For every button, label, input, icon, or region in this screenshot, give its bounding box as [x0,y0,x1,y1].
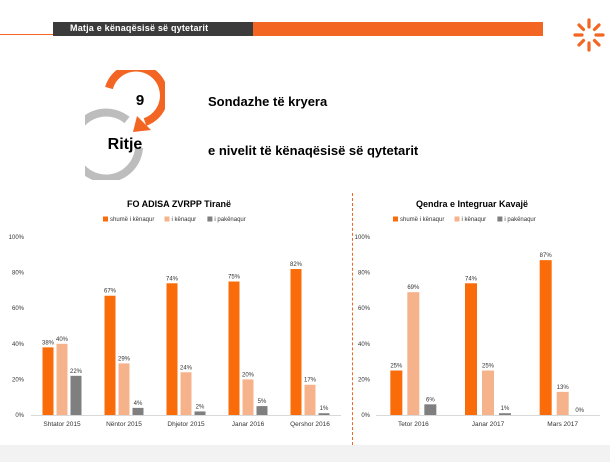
tirane-bar [304,384,316,415]
orange-radial-logo-icon [573,18,605,52]
tirane-bar [318,413,330,415]
tirane-bar [180,372,192,415]
tirane-ytick: 20% [12,377,25,383]
kavaje-ytick: 80% [358,271,371,277]
kavaje-data-label: 0% [575,408,584,414]
tirane-data-label: 17% [304,378,317,384]
tirane-data-label: 75% [228,275,241,281]
tirane-legend-swatch [207,216,213,222]
tirane-bar [70,375,82,415]
header-title: Matja e kënaqësisë së qytetarit [70,23,209,33]
kavaje-data-label: 6% [426,397,435,403]
tirane-legend-swatch [103,216,108,222]
kavaje-ytick: 0% [361,413,370,419]
tirane-legend-swatch [164,216,170,222]
kavaje-bar [407,292,420,415]
kavaje-category-label: Janar 2017 [472,421,505,428]
tirane-category-label: Shtator 2015 [43,421,81,428]
kavaje-bar [539,260,552,415]
tirane-data-label: 40% [56,337,69,343]
tirane-data-label: 38% [42,340,55,346]
kavaje-bar [390,370,403,415]
kavaje-legend-swatch [393,216,398,222]
tirane-data-label: 4% [134,401,143,407]
kavaje-data-label: 13% [557,385,570,391]
increase-label: Ritje [107,136,143,153]
tirane-ytick: 0% [15,413,24,419]
kavaje-data-label: 25% [482,364,495,370]
kavaje-legend-label: i kënaqur [462,217,487,223]
kavaje-ytick: 60% [358,306,371,312]
tirane-ytick: 40% [12,342,25,348]
surveys-count: 9 [135,92,145,109]
tirane-data-label: 67% [104,289,117,295]
tirane-bar [290,269,302,415]
kavaje-title: Qendra e Integruar Kavajë [416,199,528,209]
tirane-bar [104,295,116,415]
tirane-legend-label: i pakënaqur [214,217,245,223]
surveys-text: Sondazhe të kryera [208,94,328,109]
tirane-data-label: 82% [290,262,303,268]
kavaje-bar [424,404,437,415]
kavaje-legend-label: shumë i kënaqur [400,217,444,223]
kavaje-legend-swatch [497,216,503,222]
kavaje-legend-swatch [454,216,460,222]
kavaje-ytick: 40% [358,342,371,348]
tirane-data-label: 2% [196,404,205,410]
tirane-category-label: Nëntor 2015 [106,421,142,428]
tirane-data-label: 74% [166,276,179,282]
kavaje-legend-label: i pakënaqur [504,217,535,223]
kavaje-category-label: Tetor 2016 [398,421,429,428]
tirane-bar [56,343,68,415]
tirane-data-label: 1% [320,406,329,412]
kavaje-bar [556,391,569,415]
header-title-bar [53,22,253,36]
charts-divider [352,193,353,445]
tirane-bar [42,347,54,415]
tirane-ytick: 100% [9,235,25,241]
tirane-bar [194,411,206,415]
kavaje-bar [499,413,511,415]
tirane-title: FO ADISA ZVRPP Tiranë [127,199,231,209]
kavaje-data-label: 74% [465,276,478,282]
kavaje-ytick: 20% [358,377,371,383]
footer-bar [0,445,610,462]
tirane-bar [118,363,130,415]
header-left-line [0,34,53,35]
tirane-category-label: Qershor 2016 [290,421,330,428]
tirane-bar [166,283,178,415]
tirane-bar [242,379,254,415]
tirane-legend-label: i kënaqur [172,217,197,223]
kavaje-data-label: 69% [407,285,420,291]
tirane-bar [132,407,144,415]
tirane-data-label: 22% [70,369,83,375]
satisfaction-text: e nivelit të kënaqësisë së qytetarit [208,143,419,158]
tirane-data-label: 20% [242,372,255,378]
circular-arrows-icon [85,70,165,180]
tirane-bar [256,406,268,415]
tirane-data-label: 29% [118,356,131,362]
tirane-bar [228,281,240,415]
tirane-category-label: Janar 2016 [232,421,265,428]
tirane-data-label: 24% [180,365,193,371]
chart-kavaje: Qendra e Integruar Kavajë shumë i kënaqur… [355,199,600,428]
tirane-ytick: 80% [12,271,25,277]
kavaje-data-label: 1% [501,406,510,412]
tirane-legend-label: shumë i kënaqur [110,217,154,223]
tirane-category-label: Dhjetor 2015 [167,421,205,428]
tirane-ytick: 60% [12,306,25,312]
tirane-data-label: 5% [258,399,267,405]
kavaje-bar [482,370,494,415]
kavaje-bar [465,283,477,415]
kavaje-category-label: Mars 2017 [547,421,578,428]
kavaje-data-label: 25% [390,364,403,370]
header-accent-bar [253,22,543,36]
kavaje-data-label: 87% [540,253,553,259]
chart-tirane: FO ADISA ZVRPP Tiranë shumë i kënaqur i kë… [9,199,341,428]
kavaje-ytick: 100% [355,235,371,241]
